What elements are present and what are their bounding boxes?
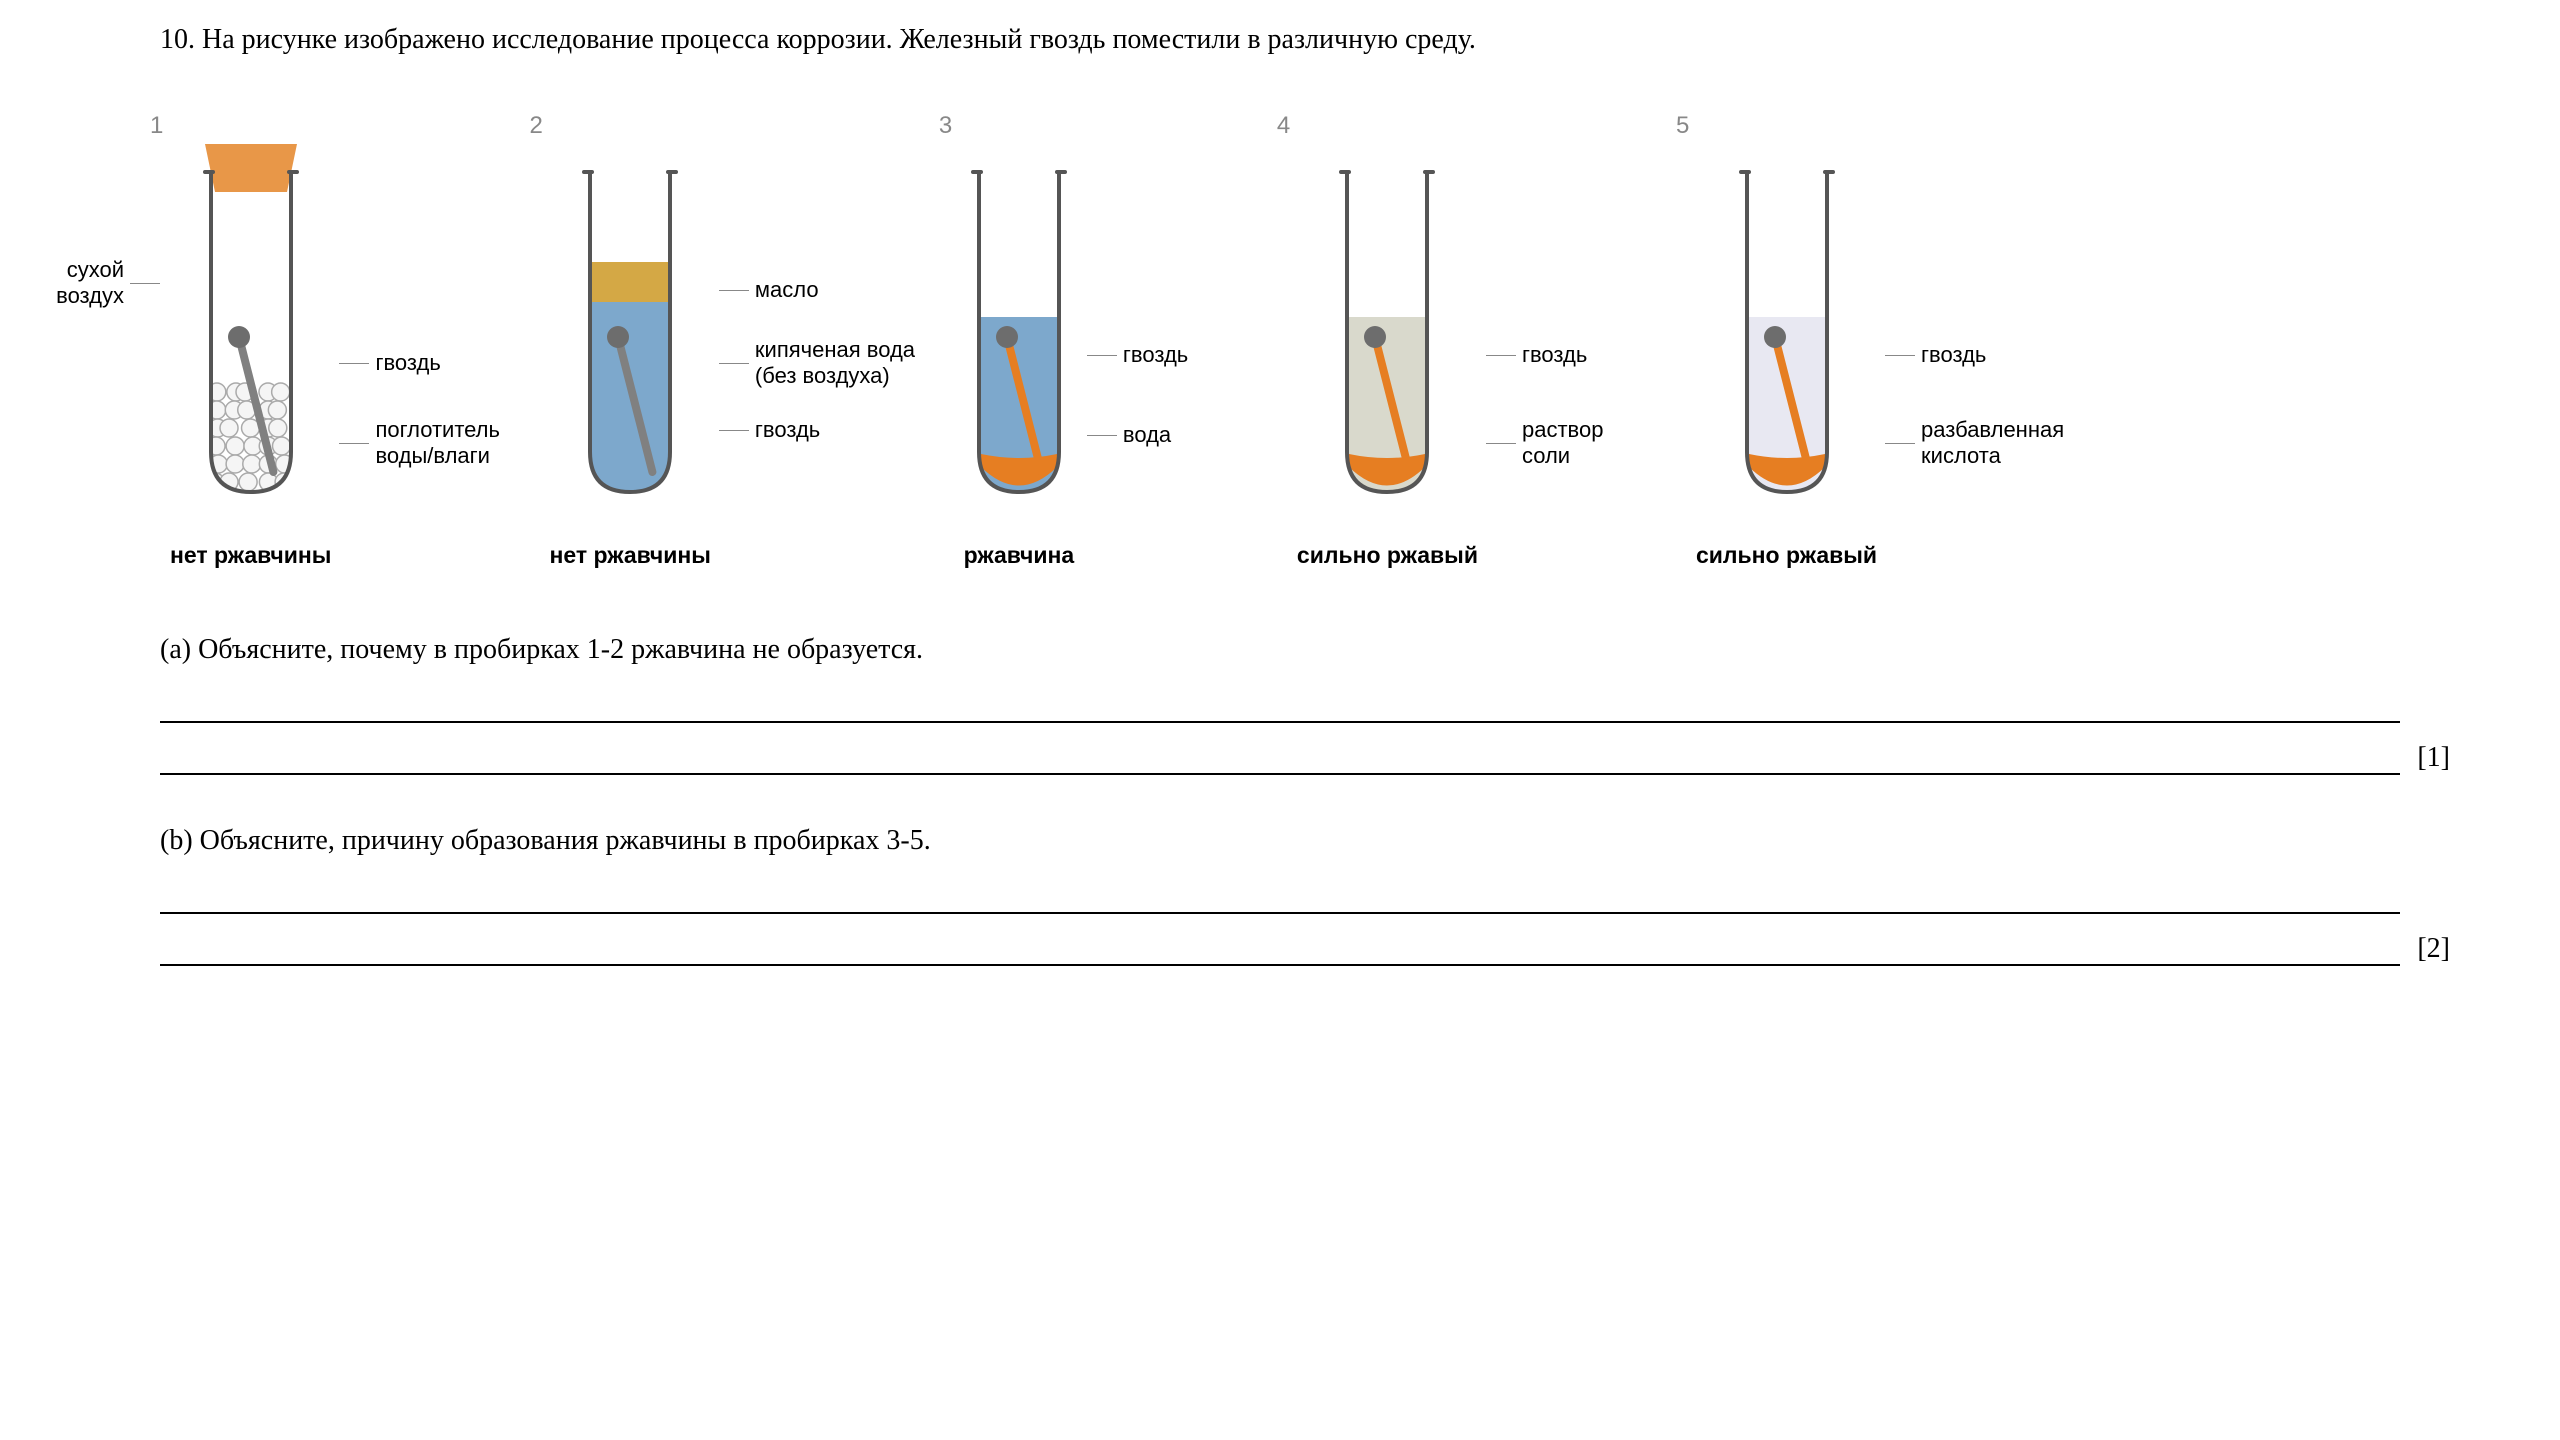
tube-number: 2 — [529, 112, 542, 140]
question-body: На рисунке изображено исследование проце… — [202, 24, 1476, 55]
label-item: растворсоли — [1486, 417, 1603, 469]
label-item: гвоздь — [339, 350, 440, 376]
leader-line — [130, 283, 160, 284]
label-text: гвоздь — [755, 417, 820, 443]
label-item: разбавленнаякислота — [1885, 417, 2064, 469]
subquestion-text: (a) Объясните, почему в пробирках 1-2 рж… — [160, 629, 2400, 671]
label-text: кипяченая вода(без воздуха) — [755, 337, 915, 389]
test-tube-svg — [1727, 142, 1847, 522]
tube-svg-wrap — [959, 142, 1079, 530]
tube-column: 4 сильно ржавый — [1297, 142, 1478, 569]
question-number: 10. — [160, 24, 195, 55]
tube-column: 3 ржавчина — [959, 142, 1079, 569]
test-tube-svg — [570, 142, 690, 522]
tube-group-2: 2 нет ржавчины масло кипяченая вода(без во… — [549, 142, 918, 569]
tube-number: 5 — [1676, 112, 1689, 140]
answer-line — [160, 679, 2400, 723]
label-item: гвоздь — [1885, 342, 1986, 368]
tube-svg-wrap — [1727, 142, 1847, 530]
tube-caption: нет ржавчины — [170, 542, 331, 569]
label-item: вода — [1087, 422, 1171, 448]
label-text: сухойвоздух — [56, 257, 124, 309]
right-labels: масло кипяченая вода(без воздуха) гвоздь — [719, 142, 919, 522]
tube-group-5: 5 сильно ржавый гвоздь разбавленнаякислота — [1696, 142, 2075, 569]
label-item: масло — [719, 277, 819, 303]
label-item: кипяченая вода(без воздуха) — [719, 337, 915, 389]
tube-column: 1 нет ржавчины — [170, 142, 331, 569]
tube-svg-wrap — [570, 142, 690, 530]
tube-number: 3 — [939, 112, 952, 140]
question-intro: 10. На рисунке изображено исследование п… — [160, 20, 2400, 59]
tube-group-1: сухойвоздух1 нет ржавчиныгвоздьпоглотите… — [170, 142, 509, 569]
tube-svg-wrap — [1327, 142, 1447, 530]
label-text: гвоздь — [375, 350, 440, 376]
tube-caption: нет ржавчины — [549, 542, 710, 569]
tube-column: 5 сильно ржавый — [1696, 142, 1877, 569]
label-text: поглотительводы/влаги — [375, 417, 500, 469]
leader-line — [1885, 355, 1915, 356]
leader-line — [1885, 443, 1915, 444]
subquestion: (a) Объясните, почему в пробирках 1-2 рж… — [160, 629, 2400, 775]
label-text: разбавленнаякислота — [1921, 417, 2064, 469]
label-item: гвоздь — [719, 417, 820, 443]
right-labels: гвоздь растворсоли — [1486, 142, 1656, 522]
label-text: гвоздь — [1522, 342, 1587, 368]
leader-line — [1087, 355, 1117, 356]
tube-group-3: 3 ржавчина гвоздь вода — [959, 142, 1257, 569]
tube-number: 4 — [1277, 112, 1290, 140]
leader-line — [1087, 435, 1117, 436]
tube-number: 1 — [150, 112, 163, 140]
test-tube-svg — [191, 142, 311, 522]
tube-caption: ржавчина — [964, 542, 1075, 569]
tube-column: 2 нет ржавчины — [549, 142, 710, 569]
leader-line — [339, 363, 369, 364]
answer-line — [160, 870, 2400, 914]
diagram: сухойвоздух1 нет ржавчиныгвоздьпоглотите… — [170, 89, 2400, 569]
label-item: поглотительводы/влаги — [339, 417, 500, 469]
mark-allocation: [2] — [2417, 928, 2450, 970]
tube-caption: сильно ржавый — [1297, 542, 1478, 569]
leader-line — [1486, 443, 1516, 444]
subquestion: (b) Объясните, причину образования ржавч… — [160, 820, 2400, 966]
mark-allocation: [1] — [2417, 737, 2450, 779]
label-text: растворсоли — [1522, 417, 1603, 469]
right-labels: гвоздь разбавленнаякислота — [1885, 142, 2075, 522]
answer-line: [2] — [160, 922, 2400, 966]
subquestion-text: (b) Объясните, причину образования ржавч… — [160, 820, 2400, 862]
label-item: гвоздь — [1087, 342, 1188, 368]
leader-line — [339, 443, 369, 444]
tube-caption: сильно ржавый — [1696, 542, 1877, 569]
test-tube-svg — [959, 142, 1079, 522]
right-labels: гвоздь вода — [1087, 142, 1257, 522]
tube-svg-wrap — [191, 142, 311, 530]
label-item: гвоздь — [1486, 342, 1587, 368]
answer-line: [1] — [160, 731, 2400, 775]
tube-group-4: 4 сильно ржавый гвоздь растворсоли — [1297, 142, 1656, 569]
leader-line — [1486, 355, 1516, 356]
label-text: масло — [755, 277, 819, 303]
leader-line — [719, 430, 749, 431]
right-labels: гвоздь поглотительводы/влаги — [339, 142, 509, 522]
leader-line — [719, 290, 749, 291]
label-text: вода — [1123, 422, 1171, 448]
label-text: гвоздь — [1123, 342, 1188, 368]
leader-line — [719, 363, 749, 364]
test-tube-svg — [1327, 142, 1447, 522]
label-text: гвоздь — [1921, 342, 1986, 368]
